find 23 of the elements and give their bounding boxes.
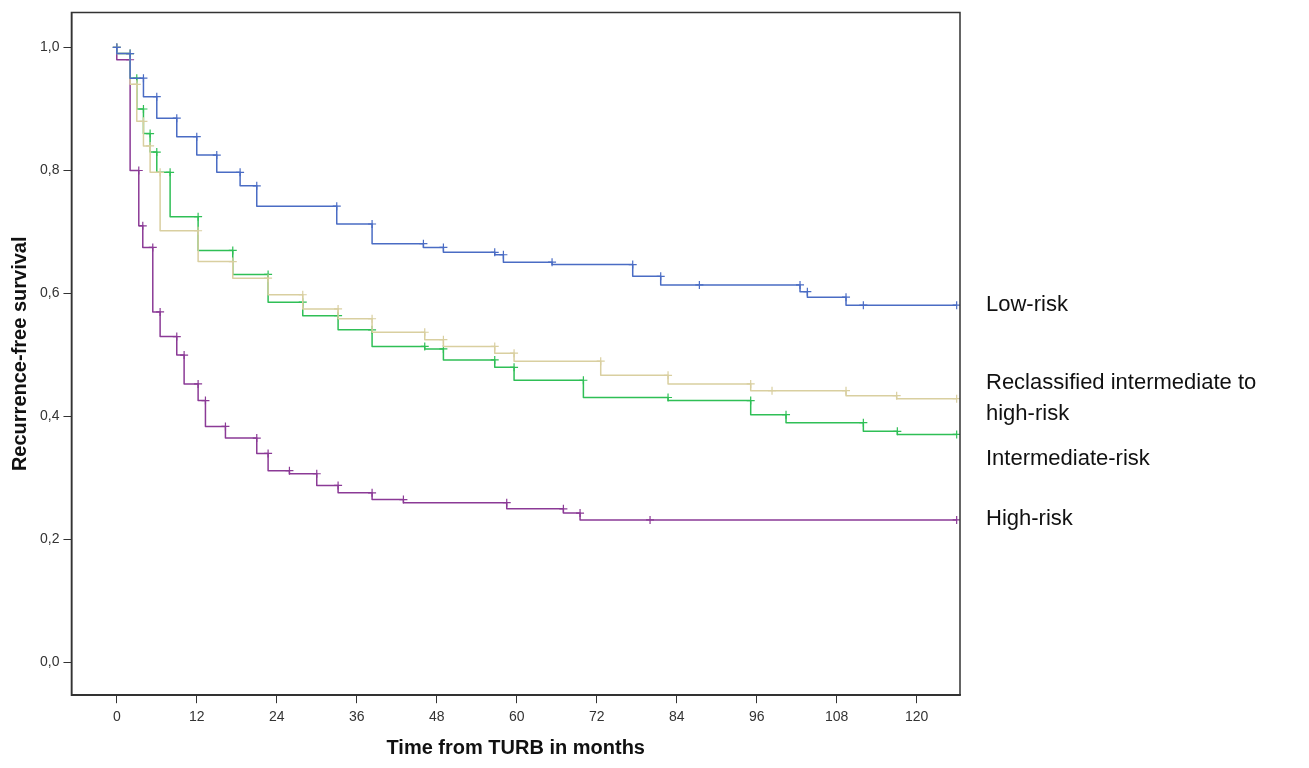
x-tick-label: 84 (668, 708, 685, 725)
x-tick-label: 72 (588, 708, 605, 725)
x-axis-title: Time from TURB in months (386, 735, 645, 758)
x-tick-label: 108 (825, 708, 849, 725)
x-tick-label: 96 (748, 708, 765, 725)
series-label: Reclassified intermediate to high-risk (986, 368, 1257, 425)
y-tick-label: 0,8 (39, 161, 60, 178)
x-tick-label: 24 (268, 708, 285, 725)
x-tick-label: 36 (348, 708, 365, 725)
y-tick-label: 0,2 (39, 530, 60, 547)
x-tick-label: 60 (508, 708, 525, 725)
y-tick-label: 0,6 (39, 284, 60, 301)
y-tick-label: 0,4 (39, 407, 60, 424)
x-tick-label: 48 (428, 708, 445, 725)
series-label: High-risk (986, 505, 1074, 531)
x-tick-label: 120 (904, 708, 929, 725)
series-label: Intermediate-risk (986, 444, 1151, 470)
y-tick-label: 1,0 (39, 38, 60, 55)
x-tick-label: 12 (188, 708, 205, 725)
y-tick-label: 0,0 (39, 653, 60, 670)
series-label: Low-risk (986, 290, 1069, 316)
x-tick-label: 0 (112, 708, 121, 725)
y-axis-title: Recurrence-free survival (7, 236, 30, 472)
